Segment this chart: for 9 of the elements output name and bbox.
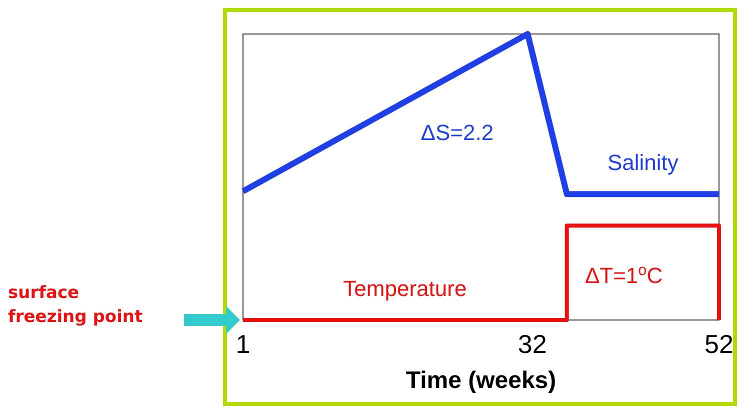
x-axis-title: Time (weeks) bbox=[406, 367, 556, 394]
text: surface freezing point bbox=[8, 283, 143, 327]
x-tick-label: 52 bbox=[704, 329, 734, 359]
x-tick-label: 32 bbox=[518, 329, 547, 359]
x-tick-label: 1 bbox=[236, 329, 250, 359]
series-label: Salinity bbox=[607, 150, 678, 176]
series-label: Temperature bbox=[343, 276, 467, 301]
annotation: ΔT=1$^{o}$C bbox=[584, 261, 663, 288]
annotation: ΔS=2.2 bbox=[420, 120, 494, 145]
